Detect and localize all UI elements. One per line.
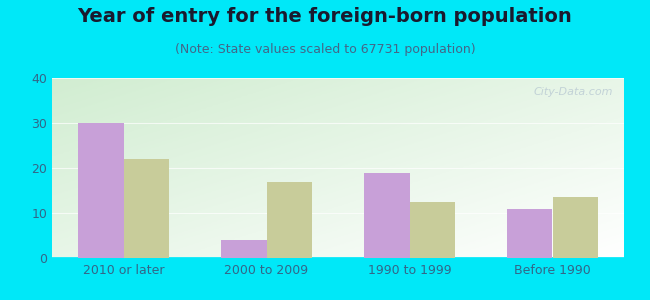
Text: (Note: State values scaled to 67731 population): (Note: State values scaled to 67731 popu…: [175, 44, 475, 56]
Bar: [552, 197, 598, 258]
Bar: [507, 208, 552, 258]
Bar: [78, 123, 124, 258]
Bar: [410, 202, 455, 258]
Bar: [364, 172, 410, 258]
Bar: [266, 182, 312, 258]
Text: City-Data.com: City-Data.com: [533, 87, 612, 97]
Bar: [124, 159, 169, 258]
Text: Year of entry for the foreign-born population: Year of entry for the foreign-born popul…: [77, 8, 573, 26]
Bar: [221, 240, 266, 258]
